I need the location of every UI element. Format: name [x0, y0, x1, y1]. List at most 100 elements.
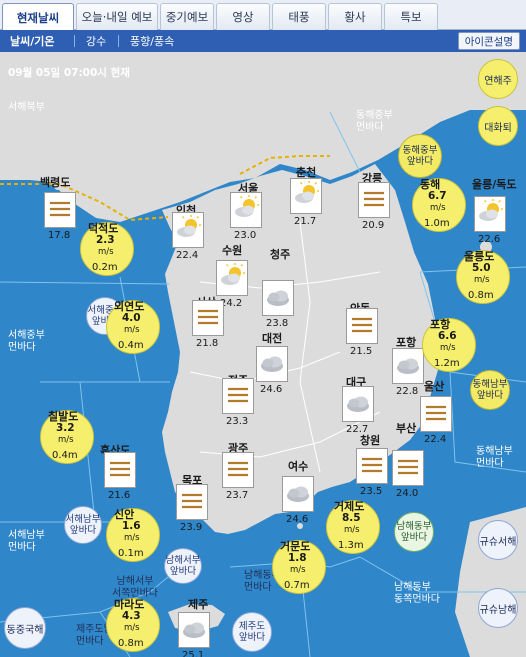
station-weather-changwon[interactable]	[356, 448, 388, 484]
yeonhaeju-button[interactable]: 연해주	[478, 59, 518, 99]
zone-seohae-nambu-nearshore[interactable]: 서해남부 앞바다	[64, 506, 102, 544]
sea-station-wind-geojedo: 8.5	[342, 512, 361, 524]
sea-station-wind-donghae: 6.7	[428, 190, 447, 202]
station-name-gwangju: 광주	[228, 442, 249, 455]
station-weather-ulleung[interactable]	[474, 196, 506, 232]
subtab-precipitation[interactable]: 강수	[86, 35, 107, 48]
icon-legend-button[interactable]: 아이콘설명	[457, 32, 520, 50]
station-weather-busan[interactable]	[392, 450, 424, 486]
partly-cloudy-icon	[217, 261, 247, 299]
gyusu-namhae-button[interactable]: 규슈남해	[478, 588, 518, 628]
station-weather-incheon[interactable]	[172, 212, 204, 248]
sea-station-deokjeokdo[interactable]	[80, 222, 134, 276]
station-name-daegu: 대구	[346, 376, 367, 389]
partly-cloudy-icon	[173, 213, 203, 251]
station-temp-ulleung: 22.6	[478, 234, 501, 245]
station-weather-gangneung[interactable]	[358, 182, 390, 218]
subtab-divider	[118, 35, 119, 47]
station-weather-suwon[interactable]	[216, 260, 248, 296]
gyusu-seohae-button[interactable]: 규슈서해	[478, 520, 518, 560]
cloudy-icon	[263, 281, 293, 319]
haze-icon	[193, 301, 223, 339]
sea-station-sinan[interactable]	[106, 508, 160, 562]
sea-station-wave-pohang_sea: 1.2m	[434, 358, 460, 369]
station-temp-andong: 21.5	[350, 346, 373, 357]
sea-station-wind-sinan: 1.6	[122, 520, 141, 532]
station-weather-yeosu[interactable]	[282, 476, 314, 512]
zone-namhae-dongbu-nearshore[interactable]: 남해동부 앞바다	[394, 512, 434, 552]
sea-station-wave-chilbaldo: 0.4m	[52, 450, 78, 461]
station-weather-baengnyeong[interactable]	[44, 192, 76, 228]
station-temp-baengnyeong: 17.8	[48, 230, 71, 241]
station-weather-heuksando[interactable]	[104, 452, 136, 488]
station-weather-ulsan[interactable]	[420, 396, 452, 432]
zone-jeju-nearshore[interactable]: 제주도 앞바다	[232, 612, 272, 652]
haze-icon	[347, 309, 377, 347]
station-weather-mokpo[interactable]	[176, 484, 208, 520]
sea-station-wave-geomundo: 0.7m	[284, 580, 310, 591]
tab-imagery[interactable]: 영상	[216, 3, 270, 30]
sea-station-name-chilbaldo: 칠발도	[48, 410, 79, 423]
station-weather-jeju[interactable]	[178, 612, 210, 648]
station-temp-incheon: 22.4	[176, 250, 199, 261]
sea-station-ulleungdo[interactable]	[456, 250, 510, 304]
daehwatoe-button[interactable]: 대화퇴	[478, 106, 518, 146]
station-weather-seoul[interactable]	[230, 192, 262, 228]
haze-icon	[359, 183, 389, 221]
sea-station-wind-oeyeondo: 4.0	[122, 312, 141, 324]
station-weather-daegu[interactable]	[342, 386, 374, 422]
partly-cloudy-icon	[291, 179, 321, 217]
station-name-baengnyeong: 백령도	[40, 176, 71, 189]
partly-cloudy-icon	[475, 197, 505, 235]
subtab-wind[interactable]: 풍향/풍속	[130, 35, 175, 48]
tab-midterm-forecast[interactable]: 중기예보	[160, 3, 214, 30]
station-temp-pohang: 22.8	[396, 386, 419, 397]
station-weather-chuncheon[interactable]	[290, 178, 322, 214]
tab-typhoon[interactable]: 태풍	[272, 3, 326, 30]
sea-station-unit-oeyeondo: m/s	[124, 325, 140, 335]
zone-namhae-seobu-nearshore[interactable]: 남해서부 앞바다	[164, 548, 202, 584]
sea-station-pohang_sea[interactable]	[422, 318, 476, 372]
haze-icon	[45, 193, 75, 231]
subtab-weather-temperature[interactable]: 날씨/기온	[10, 35, 55, 48]
sea-station-chilbaldo[interactable]	[40, 410, 94, 464]
station-weather-gwangju[interactable]	[222, 452, 254, 488]
sea-station-name-pohang_sea: 포항	[430, 318, 451, 331]
observation-timestamp: 09월 05일 07:00시 현재	[8, 67, 130, 79]
zone-donghae-jungbu-nearshore[interactable]: 동해중부 앞바다	[398, 134, 442, 178]
station-weather-pohang[interactable]	[392, 348, 424, 384]
sea-station-geomundo[interactable]	[272, 540, 326, 594]
station-temp-jeonju: 23.3	[226, 416, 249, 427]
sea-station-name-marado: 마라도	[114, 598, 145, 611]
station-name-busan: 부산	[396, 422, 417, 435]
station-weather-jeonju[interactable]	[222, 378, 254, 414]
tab-special-warning[interactable]: 특보	[384, 3, 438, 30]
station-weather-seosan[interactable]	[192, 300, 224, 336]
station-weather-andong[interactable]	[346, 308, 378, 344]
sea-station-wind-chilbaldo: 3.2	[56, 422, 75, 434]
station-temp-chuncheon: 21.7	[294, 216, 317, 227]
east-china-sea-button[interactable]: 동중국해	[4, 607, 46, 649]
sea-station-marado[interactable]	[106, 598, 160, 652]
tab-today-tomorrow-forecast[interactable]: 오늘·내일 예보	[76, 3, 158, 30]
tab-current-weather[interactable]: 현재날씨	[2, 3, 74, 31]
station-weather-daejeon[interactable]	[256, 346, 288, 382]
sea-station-unit-deokjeokdo: m/s	[98, 247, 114, 257]
sea-label-seohae-nambu: 서해남부 먼바다	[8, 530, 45, 553]
sea-station-donghae[interactable]	[412, 178, 466, 232]
tab-yellow-dust[interactable]: 황사	[328, 3, 382, 30]
haze-icon	[357, 449, 387, 487]
sea-station-name-deokjeokdo: 덕적도	[88, 222, 119, 235]
sea-label-jeju-namhae: 제주도남해 먼바다	[76, 624, 122, 647]
station-temp-busan: 24.0	[396, 488, 419, 499]
sea-station-geojedo[interactable]	[326, 500, 380, 554]
sea-station-oeyeondo[interactable]	[106, 300, 160, 354]
sea-station-wave-deokjeokdo: 0.2m	[92, 262, 118, 273]
cloudy-icon	[343, 387, 373, 425]
station-name-ulleung: 울릉/독도	[472, 178, 517, 191]
station-name-mokpo: 목포	[182, 474, 203, 487]
station-weather-cheongju[interactable]	[262, 280, 294, 316]
station-name-ulsan: 울산	[424, 380, 445, 393]
zone-donghae-nambu-nearshore[interactable]: 동해남부 앞바다	[470, 370, 510, 410]
station-temp-ulsan: 22.4	[424, 434, 447, 445]
